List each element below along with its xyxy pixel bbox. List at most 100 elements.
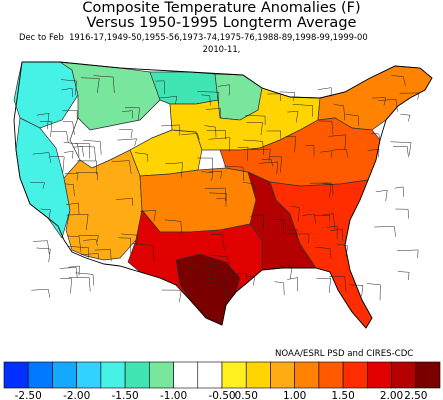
county-line: [164, 219, 182, 235]
county-line: [94, 249, 112, 262]
county-line: [274, 281, 285, 296]
county-line: [321, 183, 334, 196]
county-line: [118, 237, 132, 254]
legend-box: [124, 361, 150, 389]
county-line: [225, 273, 248, 280]
county-line: [62, 121, 75, 135]
legend-boxes: [3, 361, 441, 389]
county-line: [68, 276, 91, 292]
period-and-years: Dec to Feb 1916-17,1949-50,1955-56,1973-…: [19, 32, 368, 42]
county-line: [292, 104, 313, 117]
county-line: [134, 152, 149, 162]
county-line: [211, 255, 230, 273]
county-line: [204, 287, 226, 298]
legend-box: [197, 361, 223, 389]
legend-tick-label: 1.00: [283, 390, 306, 400]
years-list-continued: 2010-11,: [202, 44, 241, 54]
county-line: [266, 130, 282, 139]
county-line: [204, 264, 215, 277]
county-line: [155, 80, 165, 95]
county-line: [51, 131, 69, 143]
county-line: [140, 210, 157, 222]
legend-tick-label: -2.00: [63, 390, 90, 400]
county-line: [345, 113, 359, 126]
county-line: [329, 276, 347, 293]
county-line: [288, 233, 310, 244]
legend-box: [3, 361, 29, 389]
map-title-line-2: Versus 1950-1995 Longterm Average: [86, 15, 357, 31]
county-line: [65, 202, 80, 215]
county-line: [269, 156, 283, 173]
county-line: [397, 249, 419, 259]
county-line: [201, 171, 214, 182]
county-line: [75, 172, 98, 181]
county-line: [61, 87, 73, 98]
legend-box: [27, 361, 53, 389]
county-line: [288, 228, 298, 238]
legend-box: [245, 361, 271, 389]
legend-tick-label: -1.00: [160, 390, 187, 400]
county-line: [62, 110, 78, 120]
county-line: [290, 205, 300, 222]
county-boundaries: [30, 75, 420, 303]
county-line: [250, 148, 271, 161]
county-line: [67, 246, 89, 258]
county-line: [246, 122, 263, 135]
county-line: [205, 108, 221, 118]
county-line: [201, 94, 211, 106]
legend-box: [173, 361, 199, 389]
legend-tick-label: 0.50: [235, 390, 258, 400]
county-line: [78, 235, 99, 242]
county-line: [349, 284, 364, 297]
legend-box: [294, 361, 320, 389]
county-line: [83, 140, 102, 155]
county-line: [217, 84, 230, 96]
legend-box: [318, 361, 344, 389]
county-line: [243, 139, 264, 155]
county-line: [65, 183, 75, 197]
county-line: [119, 128, 133, 139]
county-line: [122, 110, 133, 119]
county-line: [32, 152, 52, 163]
legend-box: [76, 361, 102, 389]
county-line: [208, 137, 231, 152]
county-line: [394, 186, 404, 197]
county-line: [320, 150, 333, 158]
county-line: [40, 208, 51, 219]
county-line: [326, 225, 338, 240]
county-line: [315, 246, 332, 260]
county-line: [121, 233, 139, 246]
county-line: [61, 79, 77, 96]
legend-box: [149, 361, 174, 389]
county-line: [68, 265, 80, 276]
data-credit: NOAA/ESRL PSD and CIRES-CDC: [275, 349, 414, 359]
county-line: [372, 97, 387, 106]
county-line: [80, 77, 100, 94]
county-line: [390, 141, 412, 156]
county-line: [116, 198, 133, 206]
county-line: [180, 267, 200, 283]
legend-tick-label: -1.50: [112, 390, 139, 400]
county-line: [332, 149, 349, 158]
county-line: [63, 150, 74, 159]
county-line: [305, 144, 315, 157]
county-line: [400, 113, 411, 122]
county-line: [316, 277, 332, 293]
county-line: [375, 189, 388, 202]
county-line: [60, 278, 72, 294]
county-line: [390, 75, 406, 86]
county-line: [75, 143, 90, 159]
county-line: [132, 243, 155, 262]
county-line: [204, 125, 217, 138]
county-line: [49, 155, 65, 173]
county-line: [374, 226, 396, 237]
county-line: [40, 121, 53, 138]
county-line: [328, 134, 347, 150]
county-line: [317, 87, 332, 97]
county-line: [75, 272, 94, 286]
legend-tick-label: 2.50: [404, 390, 427, 400]
legend-box: [270, 361, 295, 389]
county-line: [124, 107, 140, 121]
county-line: [313, 214, 331, 222]
county-line: [302, 213, 316, 224]
